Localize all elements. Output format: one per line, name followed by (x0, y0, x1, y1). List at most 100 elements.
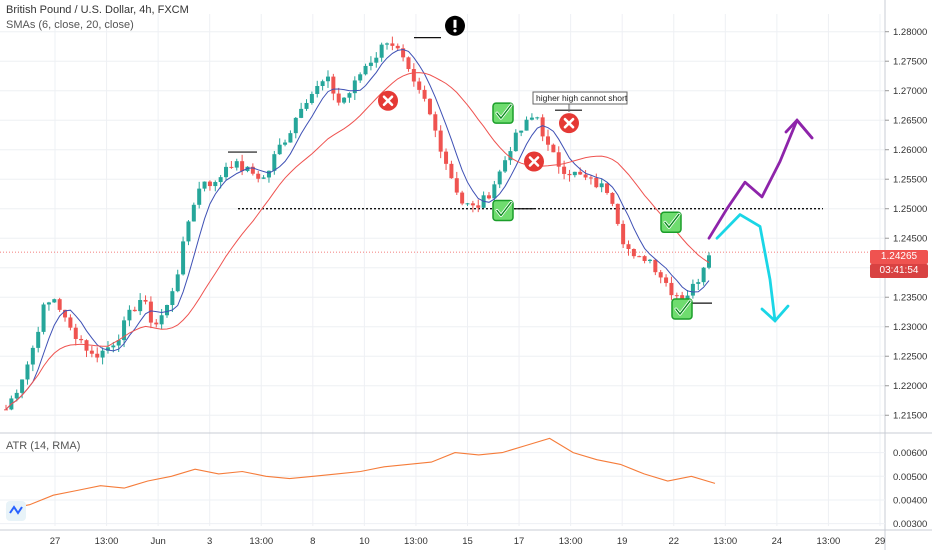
time-tick-label: 13:00 (249, 536, 273, 547)
candle-body (395, 45, 400, 49)
time-tick-label: 13:00 (95, 536, 119, 547)
time-tick-label: 13:00 (817, 536, 841, 547)
candle-body (325, 76, 330, 82)
candle-body (181, 241, 186, 275)
price-tick-label: 1.27500 (893, 57, 927, 68)
candle-body (449, 163, 454, 179)
price-tick-label: 1.23000 (893, 322, 927, 333)
candle-body (680, 295, 685, 300)
candle-body (454, 178, 459, 193)
cross-marker-icon (524, 151, 544, 172)
candle-body (229, 166, 234, 168)
candle-body (202, 181, 207, 189)
horizontal-levels (0, 37, 885, 304)
price-tick-label: 1.26500 (893, 116, 927, 127)
price-tick-label: 1.26000 (893, 145, 927, 156)
check-marker-icon (492, 102, 514, 124)
candle-body (433, 114, 438, 131)
cross-marker-icon (378, 90, 398, 111)
candle-body (492, 184, 497, 199)
candle-body (653, 259, 658, 273)
candle-body (4, 409, 8, 411)
candle-body (508, 151, 513, 161)
candle-body (497, 171, 502, 185)
candle-body (390, 43, 395, 46)
candle-body (637, 256, 642, 258)
candle-body (621, 223, 626, 245)
candle-body (658, 272, 663, 278)
warning-marker-icon (445, 15, 465, 36)
candle-body (320, 81, 325, 86)
annotation-text: higher high cannot short (536, 93, 628, 103)
candle-body (422, 89, 427, 99)
time-tick-label: 13:00 (559, 536, 583, 547)
time-axis[interactable]: 27 13:00 Jun 3 13:00 8 10 13:00 15 17 13:00 19 22 13:… (50, 536, 886, 547)
candle-body (615, 203, 620, 224)
candle-body (685, 295, 690, 300)
candle-body (111, 345, 116, 348)
candle-body (250, 166, 255, 174)
candle-body (546, 136, 551, 145)
candle-body (240, 161, 245, 172)
atr-tick-label: 0.00500 (893, 472, 927, 483)
candle-body (513, 132, 518, 152)
candle-body (529, 117, 534, 120)
atr-pane: 0.00600 0.00500 0.00400 0.00300 (0, 437, 927, 530)
candle-body (701, 267, 706, 283)
atr-legend: ATR (14, RMA) (6, 440, 81, 452)
atr-tick-label: 0.00400 (893, 495, 927, 506)
candle-body (374, 57, 379, 63)
candle-body (470, 203, 475, 206)
tradingview-logo-icon[interactable] (6, 501, 26, 521)
candle-body (588, 177, 593, 179)
price-tick-label: 1.22500 (893, 352, 927, 363)
candle-body (315, 85, 320, 94)
candle-body (696, 282, 701, 284)
candle-body (105, 347, 110, 351)
candle-body (79, 338, 84, 341)
candle-body (599, 183, 604, 188)
candle-body (503, 160, 508, 172)
atr-line (5, 437, 716, 510)
candle-body (460, 192, 465, 204)
candle-body (406, 57, 411, 70)
candle-body (261, 177, 266, 179)
sma-fast-line (5, 48, 710, 410)
price-tick-label: 1.24500 (893, 234, 927, 245)
candle-body (578, 171, 583, 175)
candle-body (379, 44, 384, 58)
candle-body (647, 259, 652, 261)
candle-body (562, 166, 567, 174)
time-tick-label: 27 (50, 536, 61, 547)
candle-body (567, 173, 572, 176)
candle-body (36, 331, 41, 348)
candle-body (476, 205, 481, 208)
candle-body (642, 256, 647, 261)
chart-markers (378, 15, 693, 320)
candle-body (535, 117, 540, 119)
candle-body (707, 255, 711, 268)
candle-body (465, 203, 470, 205)
time-tick-label: 15 (462, 536, 473, 547)
candle-body (100, 350, 105, 358)
candle-body (540, 117, 545, 137)
candle-body (331, 76, 336, 94)
time-tick-label: 17 (514, 536, 525, 547)
candle-body (218, 177, 223, 183)
candle-body (68, 317, 73, 328)
price-tick-label: 1.22000 (893, 381, 927, 392)
check-marker-icon (671, 298, 693, 320)
candle-body (605, 183, 610, 193)
candle-body (556, 152, 561, 167)
candle-body (293, 117, 298, 134)
price-tick-label: 1.23500 (893, 293, 927, 304)
cross-marker-icon (559, 113, 579, 134)
candle-body (224, 166, 229, 178)
candle-body (175, 274, 180, 292)
candle-body (299, 108, 304, 118)
candle-body (363, 65, 368, 75)
candle-body (63, 309, 68, 318)
candle-body (159, 315, 164, 325)
